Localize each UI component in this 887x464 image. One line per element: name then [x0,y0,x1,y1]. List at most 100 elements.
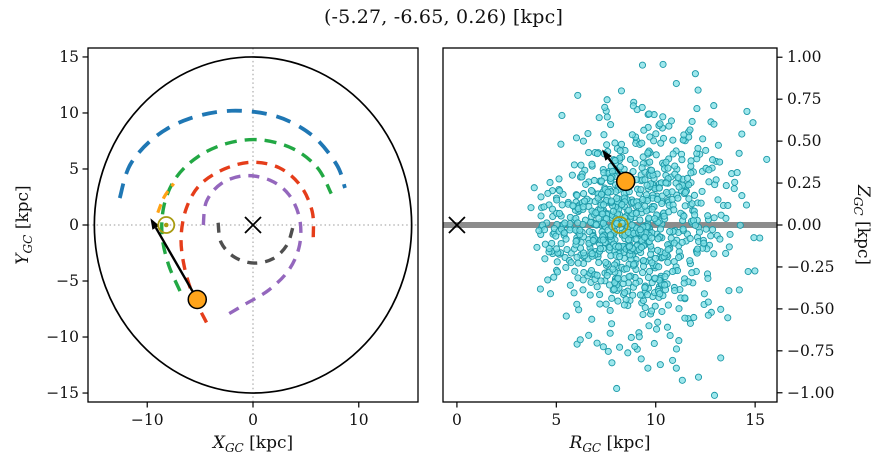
scatter-point [686,126,694,134]
scatter-point [618,201,626,209]
scatter-point [593,271,601,279]
scatter-point [535,227,543,235]
scatter-point [620,301,628,309]
scatter-point [662,158,670,166]
scatter-point [698,187,706,195]
scatter-point [636,216,644,224]
scatter-point [617,140,626,148]
scatter-point [675,337,683,345]
left-ytick-label: 0 [69,216,79,234]
scatter-point [725,243,733,251]
scatter-point [571,267,579,275]
scatter-point [670,206,678,214]
scatter-point [581,197,589,205]
scatter-point [670,239,678,247]
left-xtick-label: −10 [131,411,164,429]
galactic-center-marker [244,216,262,234]
scatter-point [593,339,601,347]
scatter-point [593,150,601,158]
scatter-point [691,221,699,229]
scatter-point [574,219,582,227]
right-ytick-label: 0.75 [787,90,822,108]
left-xtick-label: 0 [248,411,258,429]
scatter-point [636,226,644,234]
scatter-point [639,262,648,270]
scatter-point [710,391,719,399]
scatter-point [637,355,645,363]
scatter-point [756,234,764,242]
scatter-point [588,250,596,258]
scatter-point [674,194,682,202]
scatter-point [546,178,554,187]
scatter-point [644,149,652,157]
scatter-point [716,235,724,243]
scatter-point [639,153,647,161]
scatter-point [596,300,604,308]
scatter-point [738,130,746,138]
scatter-point [599,343,607,351]
scatter-point [680,212,688,220]
scatter-point [586,291,594,299]
scatter-point [700,290,708,298]
scatter-point [645,110,653,118]
scatter-point [697,199,705,207]
scatter-point [705,178,713,186]
scatter-point [730,185,738,193]
scatter-point [650,137,658,145]
scatter-point [675,253,683,261]
scatter-point [712,176,720,184]
scatter-point [656,361,664,369]
scatter-point [541,240,549,248]
scatter-point [717,305,725,313]
scatter-point [546,290,555,298]
scatter-point [669,356,677,364]
right-ytick-label: −0.50 [787,300,835,318]
scatter-point [680,131,688,139]
scatter-point [574,91,582,99]
scatter-point [687,157,695,165]
scatter-point [661,273,669,281]
scatter-point [626,155,635,163]
scatter-point [537,193,545,201]
right-panel: 0 5 10 15 1.00 0.75 0.50 0.25 0.00 −0.25 −0.50 −0.7… [442,47,873,455]
scatter-point [654,318,662,326]
scatter-point [599,236,607,244]
scatter-point [544,276,552,284]
scatter-point [597,190,606,198]
scatter-point [694,86,702,94]
scatter-point [603,141,611,149]
scatter-point [694,373,703,381]
scatter-point [636,291,645,299]
scatter-point [617,87,625,95]
scatter-point [641,304,649,312]
velocity-arrow-shaft [154,227,199,301]
scatter-point [717,211,725,219]
scatter-point [603,271,611,280]
scatter-point [613,384,621,393]
scatter-point [573,300,581,308]
scatter-point [717,354,725,362]
scatter-point [704,212,712,220]
scatter-point [608,320,616,328]
scatter-point [580,190,588,198]
scatter-point [685,195,693,203]
scatter-point [654,246,662,254]
scatter-point [667,234,675,242]
velocity-arrow-head [602,149,612,161]
scatter-point [608,359,616,367]
scatter-point [665,122,673,130]
scatter-point [541,255,549,263]
scatter-point [691,70,699,78]
scatter-point [631,342,639,350]
scatter-point [570,289,578,297]
scatter-point [604,188,612,196]
scatter-point [607,252,615,260]
object-marker [187,289,208,310]
scatter-point [632,235,640,243]
scatter-point [623,265,631,273]
scatter-point [576,336,584,344]
scatter-point [651,302,659,310]
scatter-point [630,260,638,268]
scatter-point [624,349,632,357]
scatter-point [749,119,757,127]
